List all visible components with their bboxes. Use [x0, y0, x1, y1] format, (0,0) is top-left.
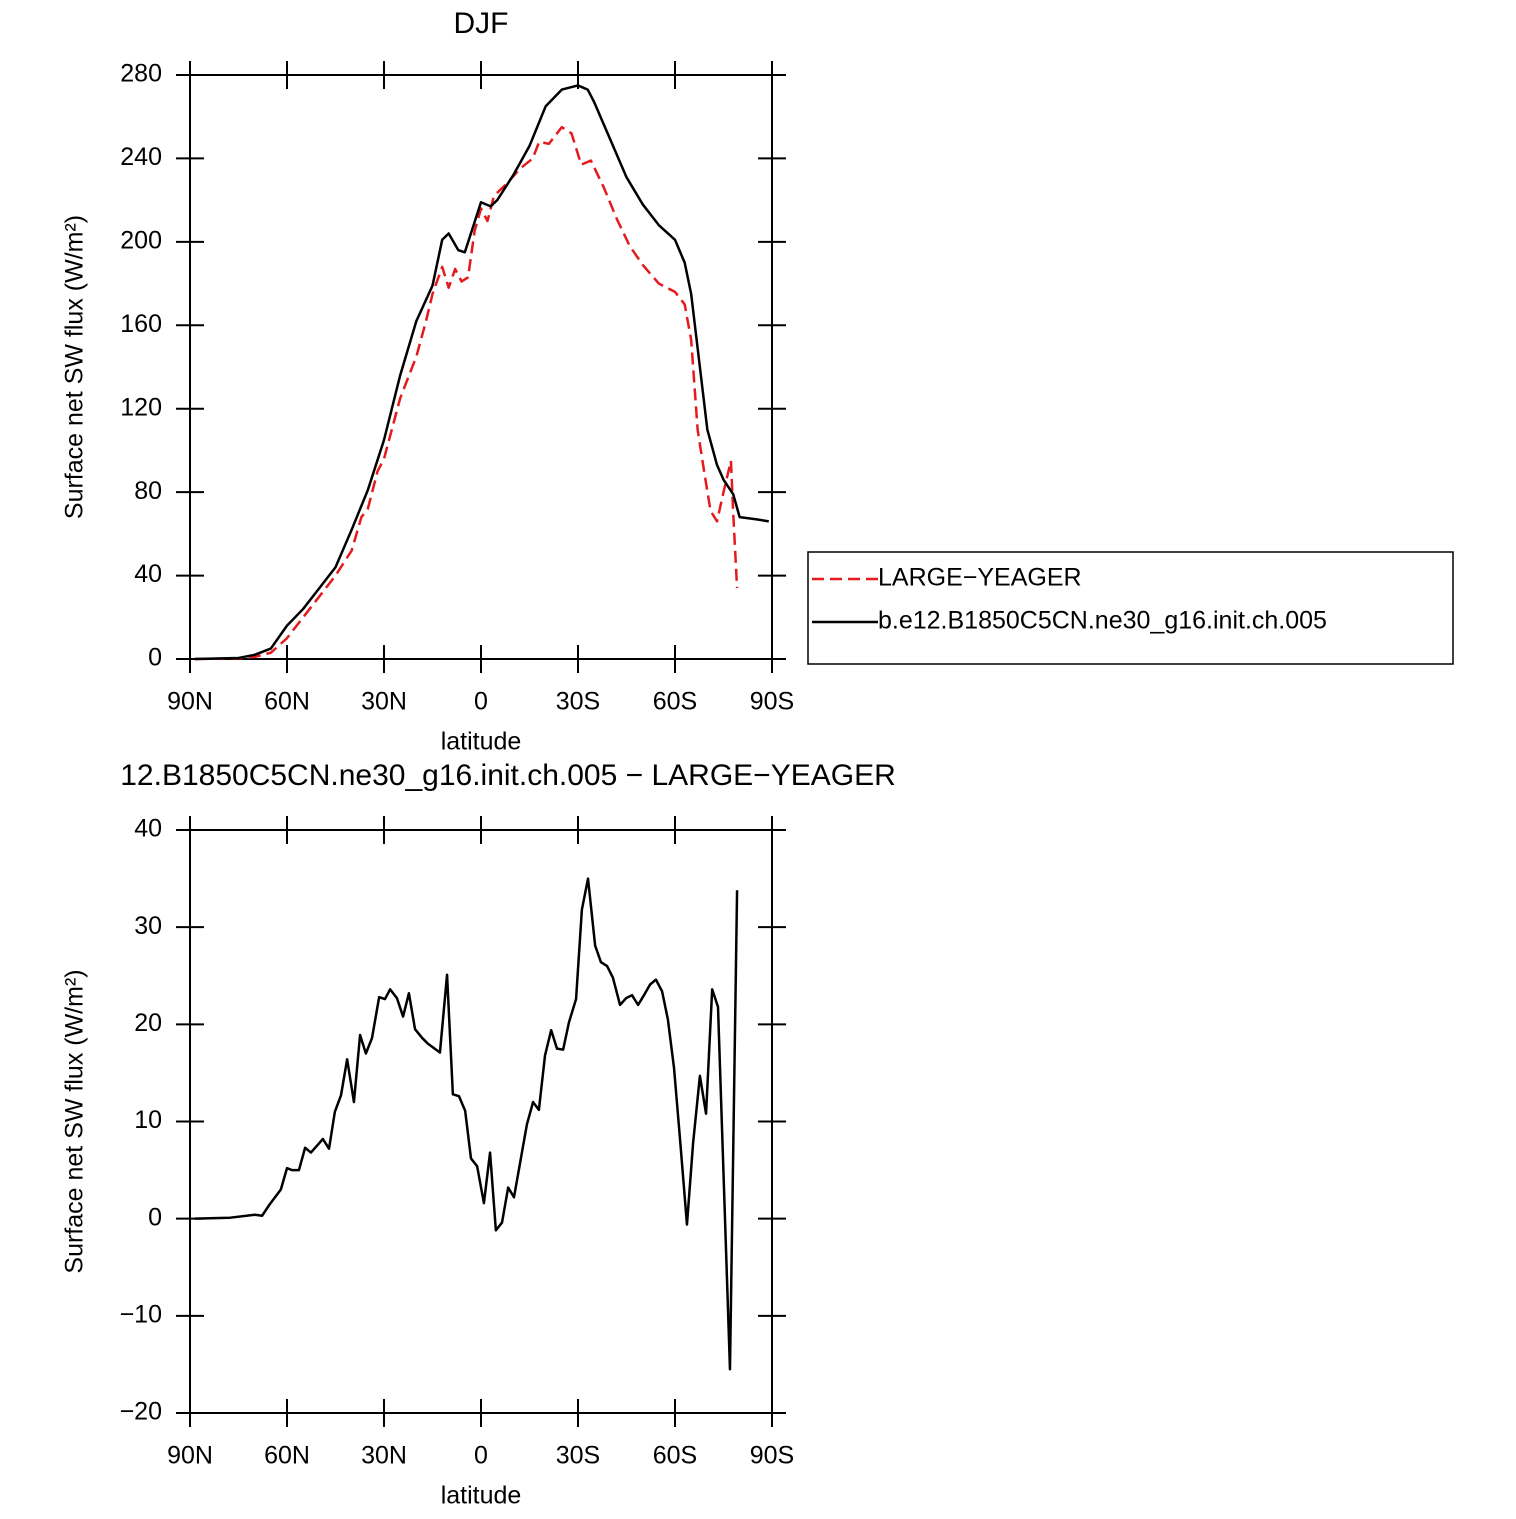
y-tick-label: 160 — [120, 310, 162, 338]
x-tick-label: 0 — [474, 688, 488, 716]
x-tick-label: 60S — [653, 1442, 697, 1470]
x-tick-label: 60N — [264, 1442, 310, 1470]
y-tick-label: 0 — [148, 1203, 162, 1231]
x-tick-label: 90N — [167, 1442, 213, 1470]
line-series — [194, 125, 739, 661]
x-tick-label: 60S — [653, 688, 697, 716]
x-tick-label: 0 — [474, 1442, 488, 1470]
x-tick-label: 90S — [750, 1442, 794, 1470]
x-tick-label: 90S — [750, 688, 794, 716]
y-tick-label: 30 — [134, 912, 162, 940]
x-tick-label: 30S — [556, 1442, 600, 1470]
x-tick-label: 90N — [167, 688, 213, 716]
plot-frame — [189, 74, 773, 660]
y-tick-label: 40 — [134, 560, 162, 588]
y-tick-label: 200 — [120, 226, 162, 254]
y-tick-label: 10 — [134, 1106, 162, 1134]
y-tick-label: −10 — [120, 1300, 162, 1328]
line-series — [194, 84, 769, 661]
x-tick-label: 30S — [556, 688, 600, 716]
chart-title: 12.B1850C5CN.ne30_g16.init.ch.005 − LARG… — [120, 759, 896, 792]
y-tick-label: 280 — [120, 60, 162, 88]
y-tick-label: 0 — [148, 644, 162, 672]
y-tick-label: 20 — [134, 1009, 162, 1037]
chart-title: DJF — [454, 7, 509, 40]
x-tick-label: 30N — [361, 688, 407, 716]
x-tick-label: 30N — [361, 1442, 407, 1470]
line-series — [194, 877, 739, 1371]
y-axis-label: Surface net SW flux (W/m²) — [61, 969, 89, 1273]
y-tick-label: −20 — [120, 1398, 162, 1426]
legend-label: LARGE−YEAGER — [878, 564, 1082, 592]
y-axis-label: Surface net SW flux (W/m²) — [61, 215, 89, 519]
y-tick-label: 80 — [134, 477, 162, 505]
legend-box — [807, 551, 1454, 665]
y-tick-label: 240 — [120, 143, 162, 171]
y-tick-label: 40 — [134, 815, 162, 843]
x-tick-label: 60N — [264, 688, 310, 716]
plot-frame — [189, 829, 773, 1414]
y-tick-label: 120 — [120, 393, 162, 421]
x-axis-label: latitude — [441, 1482, 522, 1510]
legend-label: b.e12.B1850C5CN.ne30_g16.init.ch.005 — [878, 607, 1327, 635]
x-axis-label: latitude — [441, 728, 522, 756]
